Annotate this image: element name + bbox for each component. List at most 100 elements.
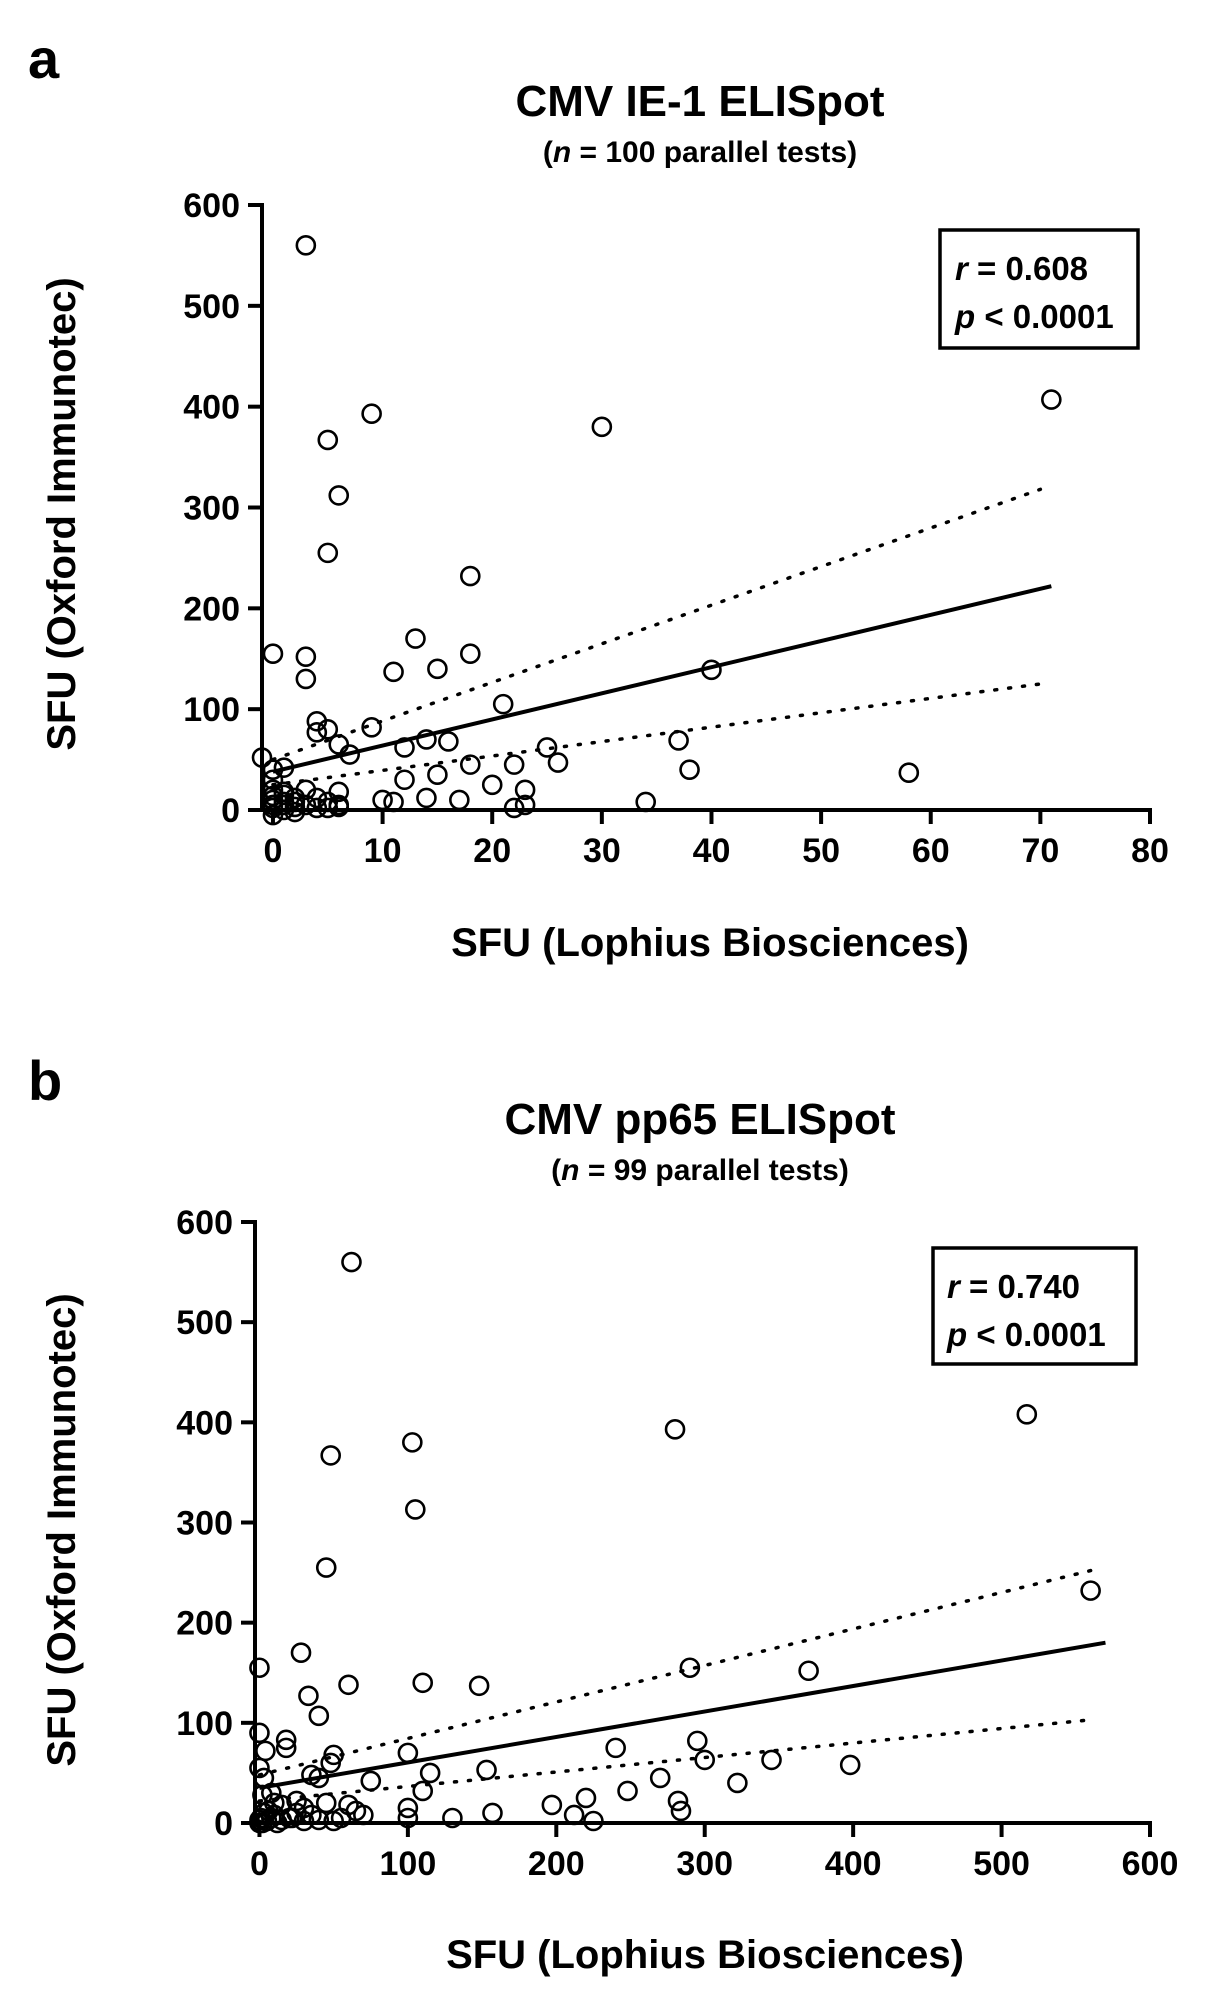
data-point [383, 661, 404, 683]
chart-title-b: CMV pp65 ELISpot [504, 1095, 895, 1144]
data-point [290, 1642, 312, 1664]
data-point [255, 1740, 276, 1762]
data-point [249, 1812, 270, 1834]
data-point [323, 1810, 344, 1832]
data-point [591, 416, 613, 438]
y-tick-label: 500 [176, 1304, 233, 1342]
data-point [249, 1722, 270, 1744]
data-point [306, 722, 328, 743]
data-point [284, 796, 306, 818]
data-point [405, 628, 426, 649]
data-point [649, 1767, 671, 1789]
data-point [306, 797, 328, 819]
data-point [481, 774, 503, 796]
data-point [563, 1804, 585, 1826]
data-point [286, 1790, 307, 1812]
plot-area-b: 0 100 200 300 400 500 600 0 100 200 300 400 500 600 [176, 1204, 1178, 1883]
data-point [328, 781, 350, 803]
data-point [361, 717, 382, 738]
data-point [394, 769, 415, 791]
data-point [583, 1810, 604, 1832]
data-point [397, 1742, 419, 1764]
x-tick-label: 0 [250, 1845, 269, 1883]
data-point [275, 1729, 297, 1751]
data-point [295, 794, 317, 816]
stats-box-b: r = 0.740 p < 0.0001 [931, 1246, 1138, 1366]
data-point [315, 1792, 337, 1814]
chart-subtitle-b: (n = 99 parallel tests) [551, 1154, 849, 1187]
data-point [798, 1660, 819, 1682]
data-point [679, 759, 700, 780]
data-point [514, 794, 536, 816]
stats-box-frame-a [938, 228, 1140, 350]
data-point [295, 646, 317, 668]
stat-p-b: p < 0.0001 [946, 1316, 1106, 1353]
data-point [547, 752, 569, 773]
panel-a: a CMV IE-1 ELISpot (n = 100 parallel tes… [28, 27, 1169, 965]
data-point [761, 1749, 782, 1771]
data-point [438, 731, 459, 752]
y-axis-label-a: SFU (Oxford Immunotec) [40, 277, 84, 750]
y-tick-label: 300 [176, 1505, 233, 1543]
data-point [301, 1804, 322, 1826]
y-tick-label: 100 [183, 691, 240, 729]
data-point [575, 1787, 597, 1809]
data-point [1016, 1404, 1038, 1425]
data-point [383, 791, 404, 813]
regression-line-a [272, 584, 1052, 774]
stats-box-frame-b [931, 1246, 1138, 1366]
data-point [459, 565, 481, 587]
data-point [442, 1807, 463, 1829]
data-point [249, 1657, 270, 1679]
data-point [667, 1790, 689, 1812]
x-tick-label: 70 [1021, 832, 1059, 870]
data-point [341, 1251, 362, 1273]
data-point [635, 791, 657, 813]
data-point [492, 693, 514, 715]
panel-letter-b: b [28, 1049, 62, 1112]
data-point [416, 787, 437, 809]
x-tick-label: 20 [473, 832, 511, 870]
data-point [397, 1797, 419, 1819]
ci-upper-line-b [257, 1568, 1093, 1777]
x-tick-label: 200 [528, 1845, 585, 1883]
y-tick-label: 600 [183, 187, 240, 225]
data-point [503, 797, 525, 819]
data-point [317, 429, 339, 451]
stats-box-a: r = 0.608 p < 0.0001 [938, 228, 1140, 350]
data-point [317, 542, 339, 564]
x-tick-label: 300 [676, 1845, 733, 1883]
y-tick-label: 200 [176, 1605, 233, 1643]
data-point [503, 754, 525, 775]
data-point [727, 1772, 748, 1794]
data-point [404, 1499, 426, 1520]
data-point [839, 1754, 861, 1776]
data-point [271, 1794, 293, 1816]
y-axis-label-b: SFU (Oxford Immunotec) [40, 1293, 84, 1766]
data-point [320, 1752, 341, 1774]
data-point [459, 643, 481, 665]
x-tick-label: 30 [583, 832, 621, 870]
data-point [1080, 1580, 1101, 1601]
data-point [328, 734, 350, 755]
data-point [402, 1432, 423, 1453]
x-tick-label: 50 [802, 832, 840, 870]
data-point [372, 789, 393, 811]
data-point [317, 797, 339, 819]
data-point [687, 1730, 708, 1752]
data-point [397, 1807, 419, 1829]
data-point [476, 1759, 497, 1781]
data-point [360, 1770, 382, 1792]
data-point [275, 1737, 297, 1759]
data-point [295, 668, 317, 690]
data-point [664, 1419, 686, 1440]
data-point [427, 764, 448, 786]
data-point [670, 1800, 692, 1822]
data-point [298, 1685, 319, 1707]
panel-b: b CMV pp65 ELISpot (n = 99 parallel test… [28, 1049, 1178, 1977]
data-point [262, 643, 284, 665]
data-point [416, 729, 437, 750]
data-point [262, 769, 284, 791]
x-tick-label: 500 [973, 1845, 1030, 1883]
data-point [482, 1802, 503, 1824]
